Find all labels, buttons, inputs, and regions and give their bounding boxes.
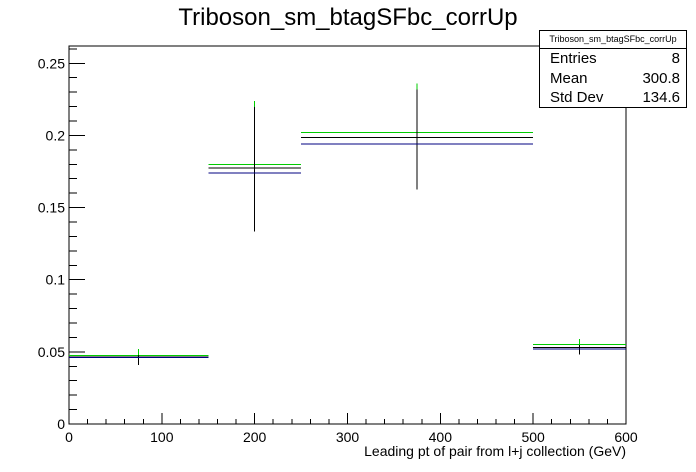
stats-row-mean: Mean 300.8 xyxy=(540,69,686,89)
y-tick-label: 0.1 xyxy=(46,272,66,288)
stats-row-stddev: Std Dev 134.6 xyxy=(540,88,686,108)
stats-mean-label: Mean xyxy=(550,69,588,87)
y-tick-label: 0.2 xyxy=(46,127,66,143)
stats-box-title: Triboson_sm_btagSFbc_corrUp xyxy=(540,31,686,49)
x-tick-label: 500 xyxy=(521,429,545,445)
x-tick-label: 300 xyxy=(336,429,360,445)
stats-mean-value: 300.8 xyxy=(642,69,680,87)
y-tick-label: 0.15 xyxy=(38,200,65,216)
y-tick-label: 0.25 xyxy=(38,55,65,71)
stats-stddev-value: 134.6 xyxy=(642,89,680,106)
x-axis-label: Leading pt of pair from l+j collection (… xyxy=(364,443,626,459)
x-tick-label: 200 xyxy=(243,429,267,445)
stats-entries-value: 8 xyxy=(671,50,680,67)
stats-box: Triboson_sm_btagSFbc_corrUp Entries 8 Me… xyxy=(539,30,687,108)
x-tick-label: 100 xyxy=(150,429,174,445)
chart-title: Triboson_sm_btagSFbc_corrUp xyxy=(178,4,518,31)
stats-stddev-label: Std Dev xyxy=(550,89,604,106)
stats-entries-label: Entries xyxy=(550,50,597,67)
y-tick-label: 0 xyxy=(57,416,65,432)
stats-row-entries: Entries 8 xyxy=(540,49,686,69)
x-tick-label: 0 xyxy=(65,429,73,445)
x-tick-label: 400 xyxy=(429,429,453,445)
x-tick-label: 600 xyxy=(614,429,638,445)
y-tick-label: 0.05 xyxy=(38,344,65,360)
